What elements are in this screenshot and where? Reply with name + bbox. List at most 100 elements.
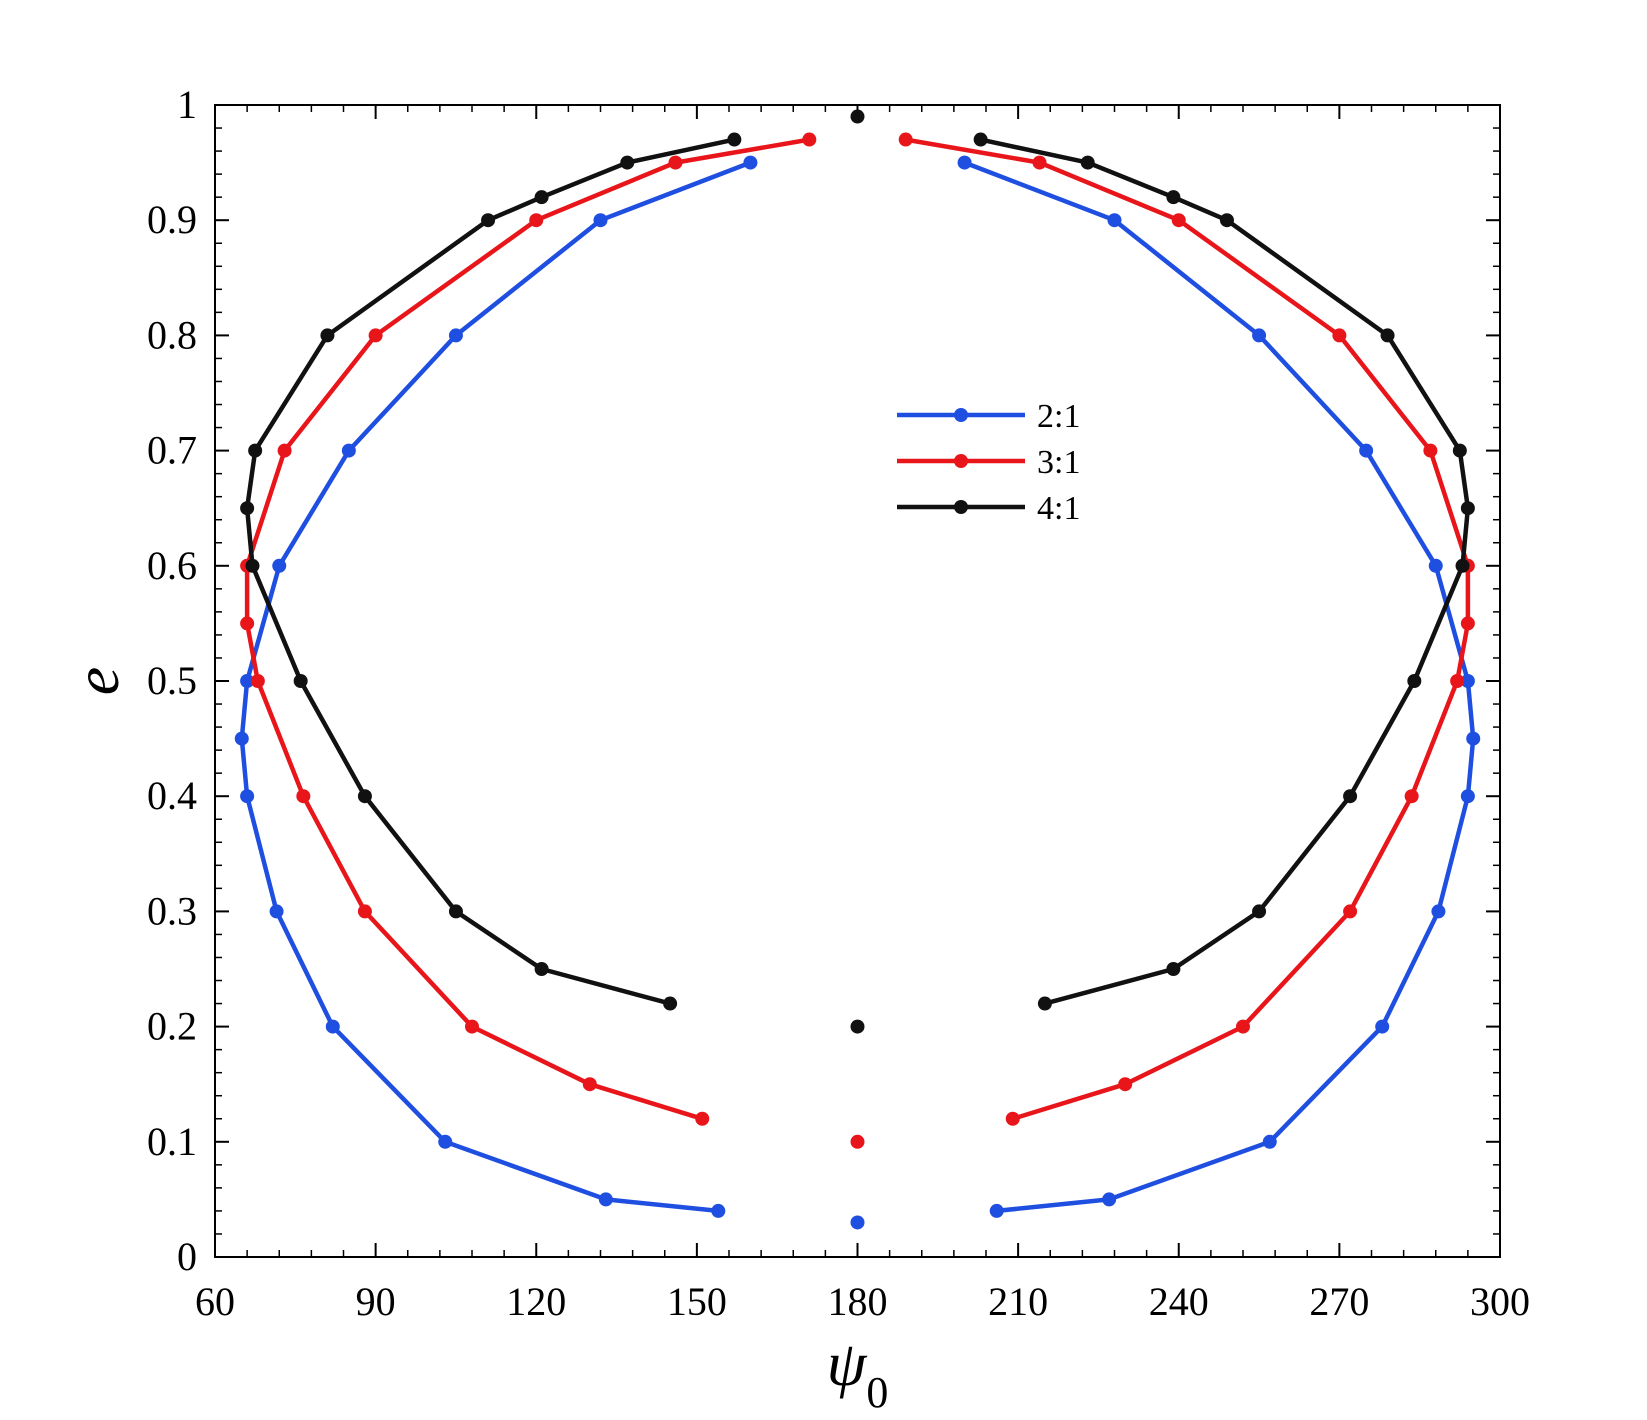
data-point xyxy=(1455,558,1470,573)
data-point xyxy=(1359,443,1374,458)
legend-swatch-marker xyxy=(954,454,968,468)
plot-frame xyxy=(214,104,1501,1258)
x-tick-label: 180 xyxy=(828,1279,888,1324)
data-point xyxy=(1460,501,1475,516)
data-point xyxy=(1460,674,1475,688)
series-layer xyxy=(234,109,1481,1230)
data-point xyxy=(711,1203,726,1218)
data-point xyxy=(448,904,463,919)
data-point xyxy=(593,213,608,228)
data-point xyxy=(1262,1134,1277,1149)
data-point xyxy=(1037,996,1052,1011)
x-axis-label-symbol: ψ xyxy=(827,1328,868,1399)
data-point xyxy=(293,674,308,688)
data-point xyxy=(1032,155,1047,170)
data-point xyxy=(465,1019,479,1034)
x-tick-label: 60 xyxy=(195,1279,235,1324)
data-point xyxy=(1460,789,1475,804)
data-point xyxy=(1375,1019,1390,1034)
data-point-isolated xyxy=(850,109,865,124)
data-point xyxy=(1118,1077,1133,1092)
data-point xyxy=(250,674,265,688)
data-point xyxy=(727,132,742,147)
data-point xyxy=(481,213,496,228)
series-line xyxy=(244,137,737,1006)
data-point xyxy=(1343,789,1358,804)
legend-label: 2:1 xyxy=(1037,398,1080,435)
data-point xyxy=(1252,904,1267,919)
y-axis-label: e xyxy=(61,667,132,695)
x-tick-labels: 60 90 120 150 180 210 240 270 300 xyxy=(195,1279,1530,1324)
data-point xyxy=(1380,328,1395,343)
data-point xyxy=(357,904,372,919)
legend-label: 4:1 xyxy=(1037,490,1080,527)
y-tick-label: 0.1 xyxy=(147,1119,197,1164)
series-line xyxy=(244,137,812,1122)
data-point xyxy=(663,996,678,1011)
data-point xyxy=(695,1111,710,1126)
data-point xyxy=(1431,904,1446,919)
data-point xyxy=(240,674,255,688)
data-point xyxy=(240,616,255,631)
data-point xyxy=(240,501,255,516)
y-tick-label: 0.6 xyxy=(147,543,197,588)
y-tick-label: 0 xyxy=(177,1234,197,1279)
legend-swatch-marker xyxy=(954,500,968,514)
data-point xyxy=(1423,443,1438,458)
data-point xyxy=(272,558,287,573)
data-point xyxy=(1166,190,1181,205)
y-tick-label: 0.2 xyxy=(147,1004,197,1049)
data-point xyxy=(240,789,255,804)
y-tick-label: 0.3 xyxy=(147,888,197,933)
data-point xyxy=(1252,328,1267,343)
data-point xyxy=(248,443,263,458)
y-tick-label: 1 xyxy=(177,82,197,127)
data-point-isolated xyxy=(850,1019,865,1034)
data-point xyxy=(529,213,544,228)
series-line xyxy=(962,160,1476,1214)
y-tick-label: 0.9 xyxy=(147,197,197,242)
data-point xyxy=(438,1134,453,1149)
data-point xyxy=(1450,674,1465,688)
x-axis-label: ψ0 xyxy=(827,1328,889,1415)
data-point xyxy=(534,962,549,976)
data-point xyxy=(1407,674,1422,688)
series-line xyxy=(903,137,1471,1122)
x-tick-label: 150 xyxy=(667,1279,727,1324)
x-axis-label-subscript: 0 xyxy=(866,1368,888,1415)
data-point xyxy=(277,443,292,458)
data-point xyxy=(325,1019,340,1034)
y-tick-label: 0.5 xyxy=(147,658,197,703)
data-point xyxy=(1102,1192,1117,1207)
data-point xyxy=(620,155,635,170)
data-point xyxy=(368,328,383,343)
data-point xyxy=(1166,962,1181,976)
data-point xyxy=(357,789,372,804)
series-line xyxy=(978,137,1471,1006)
data-point xyxy=(1332,328,1347,343)
legend-label: 3:1 xyxy=(1037,444,1080,481)
y-tick-label: 0.4 xyxy=(147,773,197,818)
data-point xyxy=(1171,213,1186,228)
data-point xyxy=(582,1077,597,1092)
data-point xyxy=(245,558,260,573)
data-point xyxy=(341,443,356,458)
series-line xyxy=(239,160,753,1214)
data-point xyxy=(296,789,311,804)
data-point xyxy=(234,731,249,746)
legend-swatch-marker xyxy=(954,408,968,422)
y-tick-labels: 0 0.1 0.2 0.3 0.4 0.5 0.6 0.7 0.8 0.9 1 xyxy=(147,82,197,1279)
data-point-isolated xyxy=(850,1134,865,1149)
data-point xyxy=(898,132,913,147)
data-point xyxy=(1107,213,1122,228)
data-point xyxy=(1219,213,1234,228)
data-point xyxy=(1404,789,1419,804)
data-point xyxy=(1343,904,1358,919)
x-tick-label: 240 xyxy=(1149,1279,1209,1324)
data-point xyxy=(1080,155,1095,170)
data-point xyxy=(957,155,972,170)
data-point xyxy=(1460,616,1475,631)
x-tick-label: 270 xyxy=(1309,1279,1369,1324)
x-tick-label: 120 xyxy=(506,1279,566,1324)
data-point xyxy=(989,1203,1004,1218)
